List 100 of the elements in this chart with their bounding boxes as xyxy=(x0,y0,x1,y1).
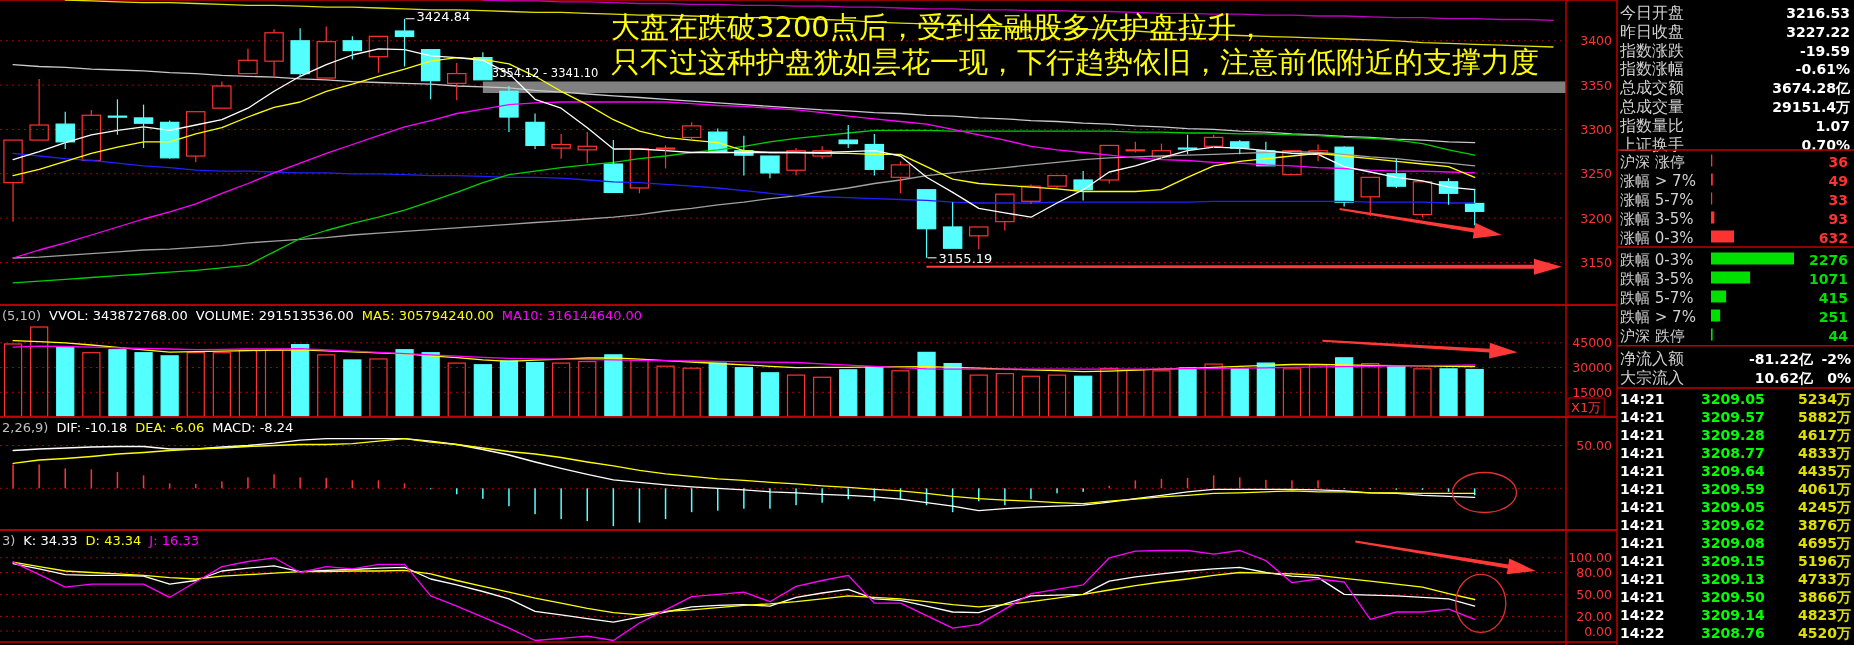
y-tick-label: 3400 xyxy=(1580,33,1613,49)
text: 3209.08 xyxy=(1701,535,1765,551)
text: 0% xyxy=(1827,369,1851,386)
candlestick xyxy=(995,193,1015,232)
text: 3208.77 xyxy=(1701,445,1765,461)
text: 14:21 xyxy=(1620,571,1665,587)
text: 14:21 xyxy=(1620,427,1665,443)
bar xyxy=(917,351,936,417)
bar xyxy=(1387,366,1406,417)
bar xyxy=(82,352,101,417)
bar xyxy=(447,362,466,417)
text: 3209.15 xyxy=(1701,553,1765,569)
bar xyxy=(578,361,597,417)
text: 今日开盘 xyxy=(1620,3,1684,22)
data-label: 632 xyxy=(1818,229,1848,246)
y-tick-label: 45000 xyxy=(1572,335,1613,351)
text: 净流入额 xyxy=(1620,349,1684,368)
bar xyxy=(525,361,545,417)
candlestick xyxy=(29,78,49,141)
line-series xyxy=(12,345,1476,370)
y-tick-label: 沪深 涨停 xyxy=(1620,152,1685,171)
y-tick-label: 3300 xyxy=(1580,121,1613,137)
bar xyxy=(1413,368,1432,417)
bar xyxy=(186,352,205,417)
bar xyxy=(3,343,23,417)
bar xyxy=(839,369,858,417)
candlestick xyxy=(1021,183,1041,205)
text: 3866万 xyxy=(1798,589,1851,605)
bar xyxy=(291,344,310,417)
bar xyxy=(943,362,962,417)
y-tick-label: 涨幅 > 7% xyxy=(1620,171,1696,190)
candlestick xyxy=(760,155,780,179)
text: 3209.13 xyxy=(1701,571,1765,587)
data-label: 44 xyxy=(1828,327,1849,344)
bar xyxy=(1204,363,1223,417)
bar xyxy=(56,346,75,417)
y-tick-label: 15000 xyxy=(1572,384,1613,400)
y-tick-label: 涨幅 3-5% xyxy=(1620,209,1694,228)
annotation: VVOL: 343872768.00 xyxy=(49,308,188,323)
bar xyxy=(369,358,388,417)
text: 3209.57 xyxy=(1701,409,1765,425)
y-tick-label: 3250 xyxy=(1580,166,1613,182)
text: 14:21 xyxy=(1620,589,1665,605)
data-label: 415 xyxy=(1818,289,1848,306)
text: 4823万 xyxy=(1798,607,1851,623)
text: 29151.4万 xyxy=(1772,99,1850,115)
text: 14:22 xyxy=(1620,625,1665,641)
y-axis-title: X1万 xyxy=(1571,400,1602,415)
text: 14:21 xyxy=(1620,391,1665,407)
text: 昨日收盘 xyxy=(1620,21,1684,41)
bar xyxy=(1074,375,1093,417)
bar xyxy=(760,372,780,417)
series-label: K: 34.33 xyxy=(23,533,78,548)
annotation: -81.22亿 xyxy=(1748,351,1814,367)
bar xyxy=(1711,230,1735,243)
bar xyxy=(552,362,571,417)
text: 4733万 xyxy=(1798,571,1851,587)
text: 4833万 xyxy=(1798,445,1851,461)
bar xyxy=(865,366,884,417)
text: 4435万 xyxy=(1798,463,1851,479)
bar xyxy=(656,365,675,417)
candlestick xyxy=(942,201,963,249)
y-tick-label: 20.00 xyxy=(1576,608,1613,624)
bar xyxy=(1439,368,1458,417)
text: 14:21 xyxy=(1620,409,1665,425)
y-tick-label: 3350 xyxy=(1580,77,1613,93)
candlestick xyxy=(1282,150,1302,176)
series-label: DEA: -6.06 xyxy=(135,420,205,435)
bar xyxy=(734,367,753,417)
text: 3209.14 xyxy=(1701,607,1766,623)
y-tick-label: 80.00 xyxy=(1576,564,1613,580)
candlestick xyxy=(499,85,519,133)
text: MA5: 305794240.00 xyxy=(361,308,494,323)
y-tick-label: 100.00 xyxy=(1568,550,1613,566)
bar xyxy=(1711,271,1751,284)
data-label: 93 xyxy=(1828,210,1848,227)
text: 4245万 xyxy=(1798,499,1851,515)
text: MA10: 316144640.00 xyxy=(501,308,643,323)
chart-title: (5,10) xyxy=(2,308,42,323)
text: 14:21 xyxy=(1620,463,1665,479)
annotation: 3424.84 xyxy=(416,8,471,24)
text: 3227.22 xyxy=(1786,23,1850,40)
text: 4617万 xyxy=(1798,427,1851,443)
candlestick xyxy=(3,139,23,223)
text: 14:22 xyxy=(1620,607,1665,623)
bar xyxy=(1178,367,1197,417)
text: 3209.62 xyxy=(1701,517,1765,533)
text: 总成交量 xyxy=(1619,97,1684,116)
text: 14:21 xyxy=(1620,499,1665,515)
text: 1.07 xyxy=(1815,117,1850,134)
bar xyxy=(708,362,727,417)
candlestick xyxy=(812,145,832,160)
data-label: 33 xyxy=(1828,191,1848,208)
text: 4695万 xyxy=(1798,535,1851,551)
data-label: 2276 xyxy=(1809,251,1848,268)
data-label: 36 xyxy=(1828,153,1848,170)
text: 14:21 xyxy=(1620,445,1665,461)
bar xyxy=(1230,368,1249,417)
y-tick-label: 跌幅 3-5% xyxy=(1620,269,1694,288)
y-tick-label: 跌幅 5-7% xyxy=(1620,288,1694,307)
